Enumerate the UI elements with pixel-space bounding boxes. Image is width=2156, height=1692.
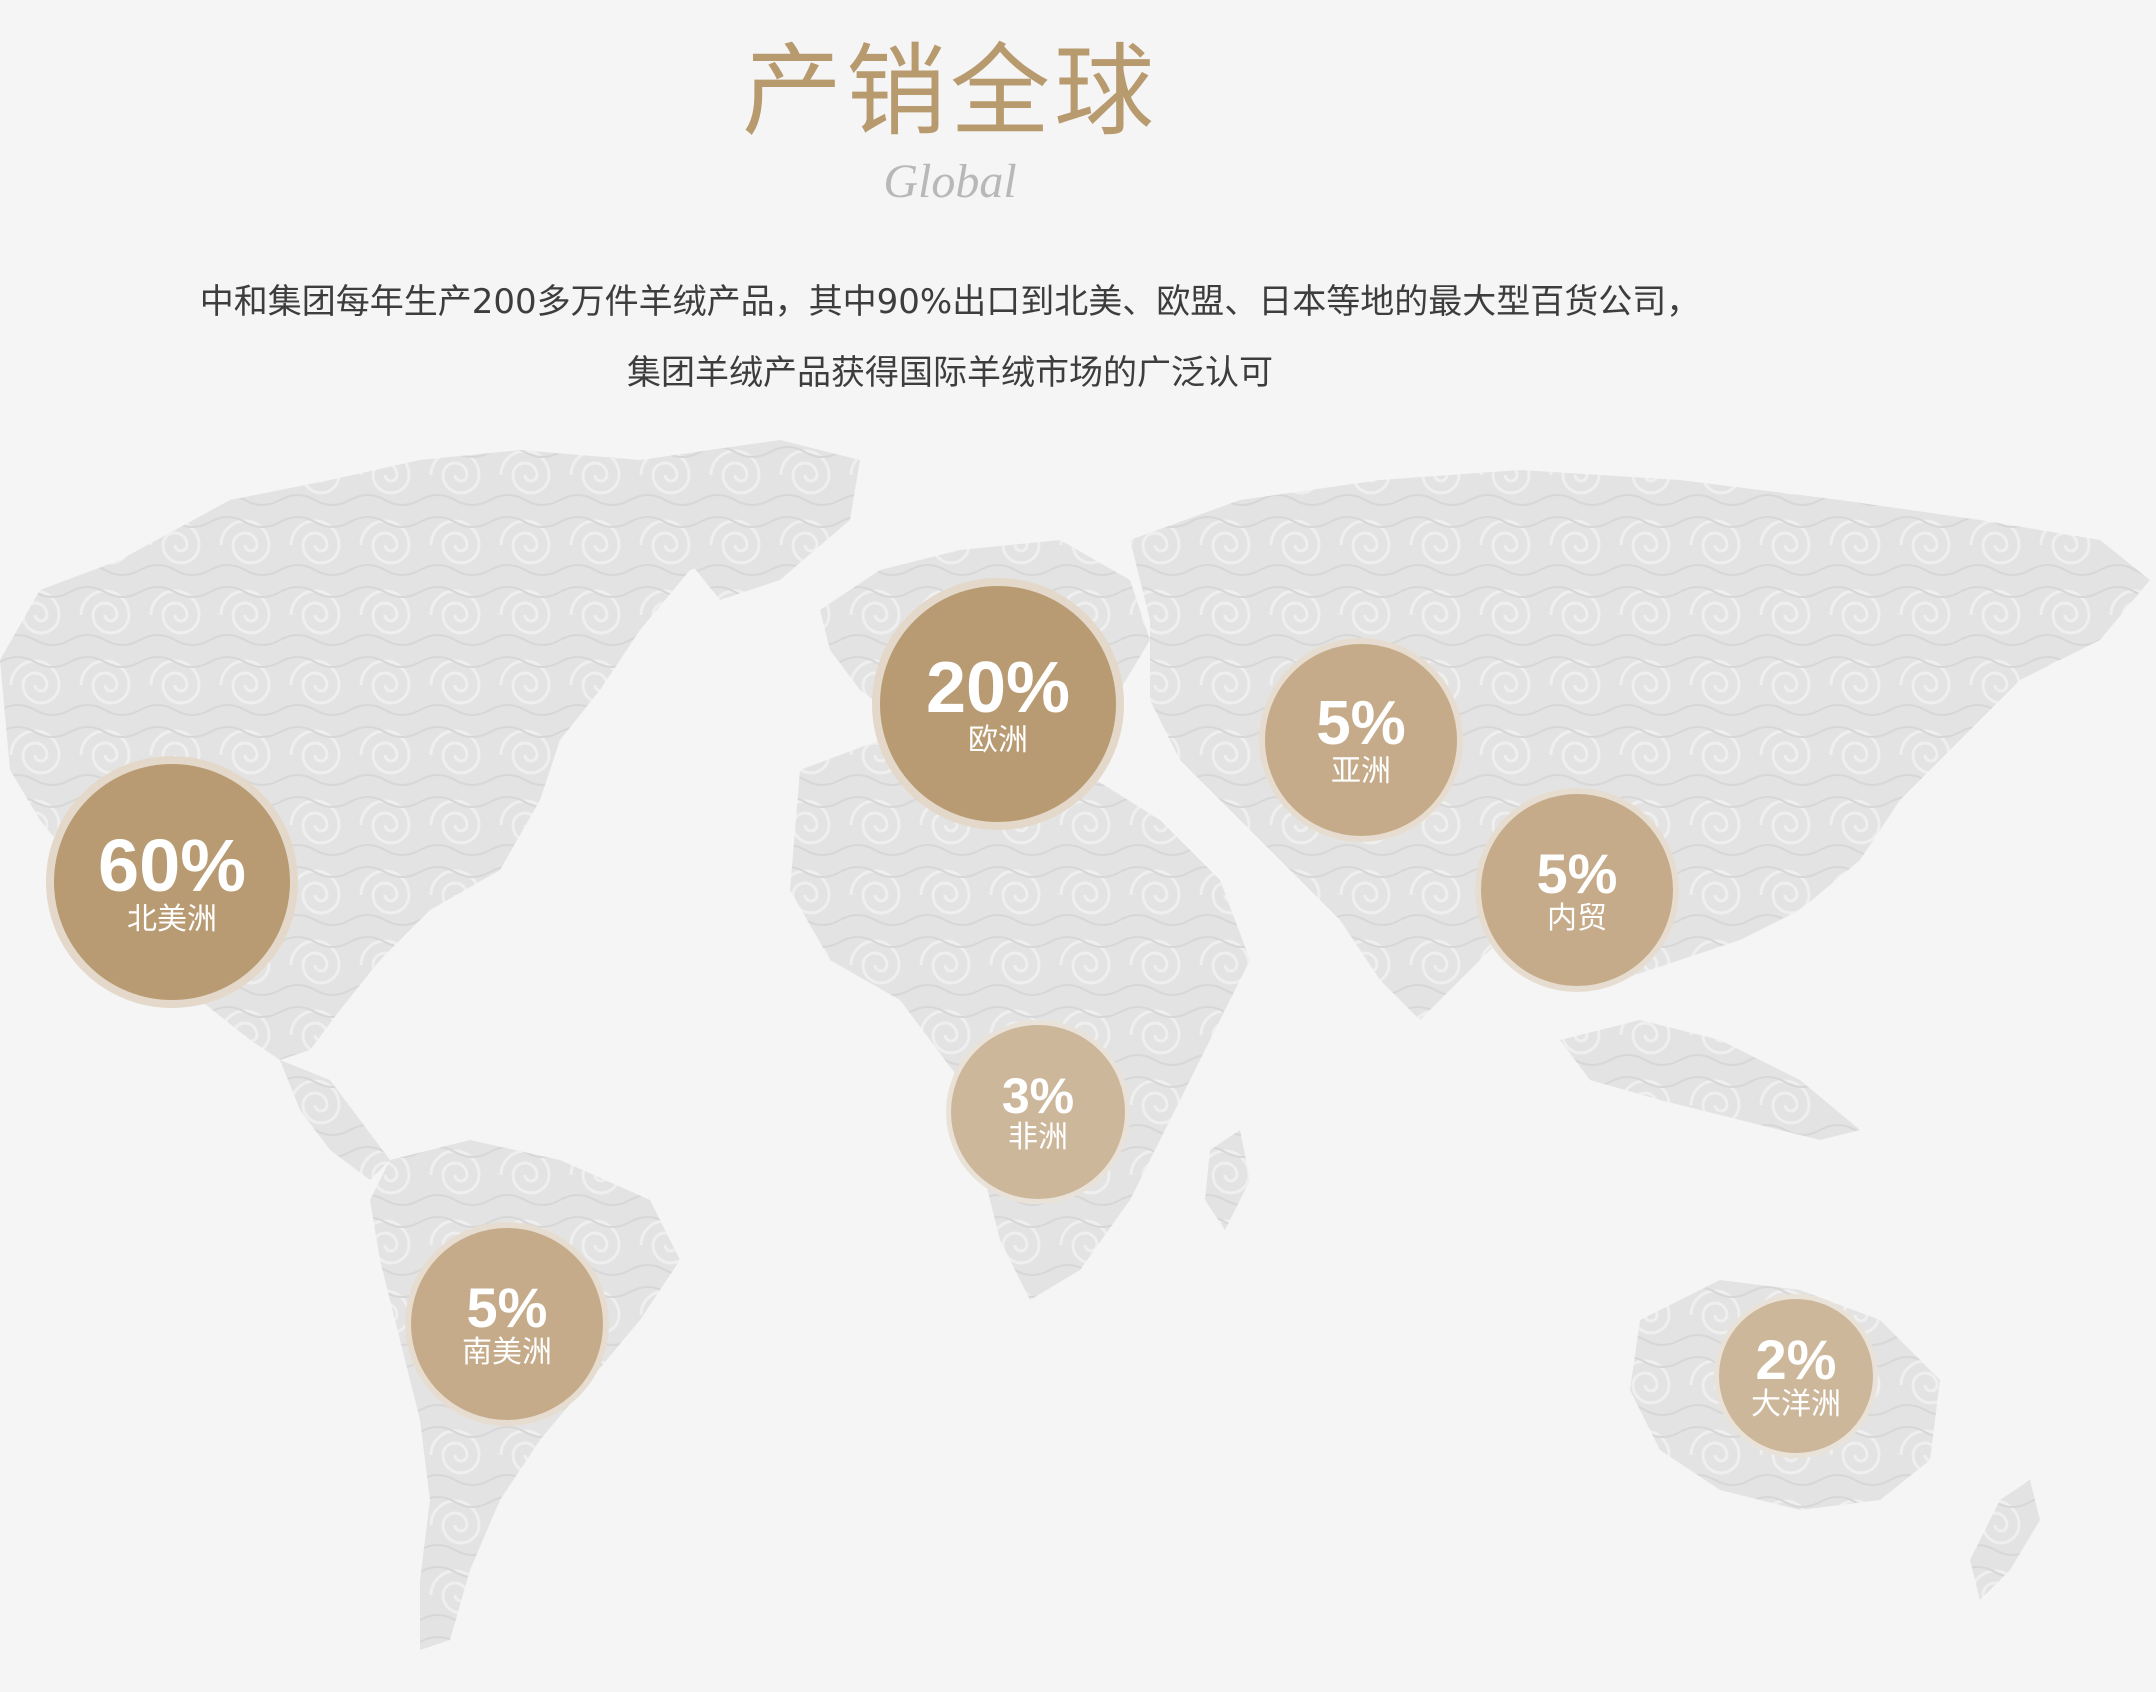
- description-line-2: 集团羊绒产品获得国际羊绒市场的广泛认可: [627, 353, 1273, 393]
- bubble-region-name: 亚洲: [1331, 753, 1391, 789]
- continent-madagascar: [1205, 1130, 1250, 1230]
- continent-southeast-asia: [1560, 1020, 1860, 1140]
- continent-new-zealand: [1970, 1480, 2040, 1600]
- bubble-region-name: 非洲: [1008, 1119, 1068, 1155]
- bubble-region-name: 内贸: [1547, 900, 1607, 936]
- bubble-asia[interactable]: 5% 亚洲: [1259, 638, 1463, 842]
- bubble-percent: 3%: [1001, 1067, 1075, 1124]
- bubble-europe[interactable]: 20% 欧洲: [872, 578, 1124, 830]
- page-title: 产销全球: [742, 33, 1158, 150]
- bubble-region-name: 北美洲: [127, 901, 217, 937]
- bubble-percent: 2%: [1755, 1327, 1837, 1391]
- bubble-north-america[interactable]: 60% 北美洲: [46, 756, 298, 1008]
- continent-asia: [1130, 470, 2150, 1020]
- bubble-africa[interactable]: 3% 非洲: [946, 1020, 1130, 1204]
- bubble-south-america[interactable]: 5% 南美洲: [405, 1222, 609, 1426]
- bubble-percent: 60%: [97, 823, 247, 907]
- bubble-region-name: 欧洲: [968, 722, 1028, 758]
- bubble-region-name: 大洋洲: [1751, 1386, 1841, 1422]
- continent-africa: [790, 740, 1250, 1300]
- bubble-percent: 20%: [925, 647, 1071, 728]
- description-line-1: 中和集团每年生产200多万件羊绒产品，其中90%出口到北美、欧盟、日本等地的最大…: [199, 282, 1701, 322]
- bubble-percent: 5%: [466, 1275, 548, 1339]
- bubble-percent: 5%: [1536, 841, 1618, 905]
- world-map: 60% 北美洲 20% 欧洲 5% 亚洲 5% 内贸 3% 非洲 5% 南美洲 …: [0, 440, 2156, 1692]
- bubble-domestic[interactable]: 5% 内贸: [1475, 788, 1679, 992]
- continent-central-america: [280, 1060, 390, 1180]
- bubble-region-name: 南美洲: [462, 1334, 552, 1370]
- page-subtitle: Global: [883, 155, 1017, 208]
- continent-japan: [1880, 670, 1950, 800]
- bubble-percent: 5%: [1316, 688, 1406, 758]
- bubble-oceania[interactable]: 2% 大洋洲: [1714, 1294, 1878, 1458]
- continent-greenland: [640, 440, 860, 600]
